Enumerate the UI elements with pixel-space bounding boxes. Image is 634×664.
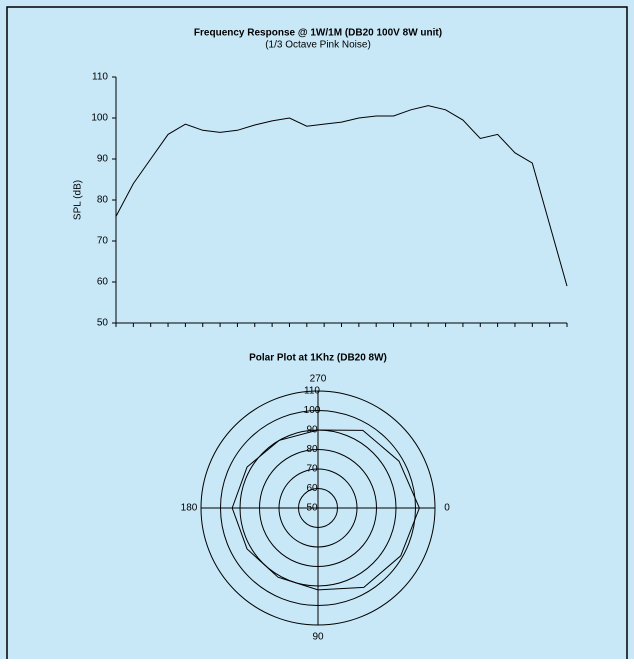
polar-line (231, 429, 420, 591)
theta-tick-label: 180 (181, 503, 198, 514)
y-tick-label: 70 (97, 236, 109, 247)
theta-tick-label: 90 (312, 632, 324, 643)
polar-ring (220, 410, 416, 606)
r-tick-label: 60 (306, 483, 318, 494)
theta-tick-label: 0 (444, 503, 450, 514)
y-tick-label: 100 (91, 113, 108, 124)
y-tick-label: 110 (92, 72, 108, 83)
r-tick-label: 90 (306, 425, 318, 436)
polar-ring (259, 449, 377, 567)
r-tick-label: 50 (306, 503, 318, 514)
polar-title: Polar Plot at 1Khz (DB20 8W) (249, 353, 387, 364)
y-tick-label: 60 (97, 277, 109, 288)
r-tick-label: 110 (304, 386, 320, 397)
polar-ring (200, 390, 436, 626)
r-tick-label: 80 (306, 444, 318, 455)
r-tick-label: 100 (304, 405, 321, 416)
y-tick-label: 80 (97, 195, 109, 206)
y-tick-label: 50 (97, 318, 109, 329)
r-tick-label: 70 (306, 464, 318, 475)
polar-ring (278, 468, 358, 548)
frame (6, 6, 628, 664)
y-tick-label: 90 (97, 154, 109, 165)
line (115, 105, 568, 287)
chart-subtitle: (1/3 Octave Pink Noise) (265, 40, 371, 51)
theta-tick-label: 270 (310, 374, 327, 385)
polar-ring (298, 488, 338, 528)
chart-title: Frequency Response @ 1W/1M (DB20 100V 8W… (194, 28, 442, 39)
y-axis-label: SPL (dB) (73, 180, 84, 220)
